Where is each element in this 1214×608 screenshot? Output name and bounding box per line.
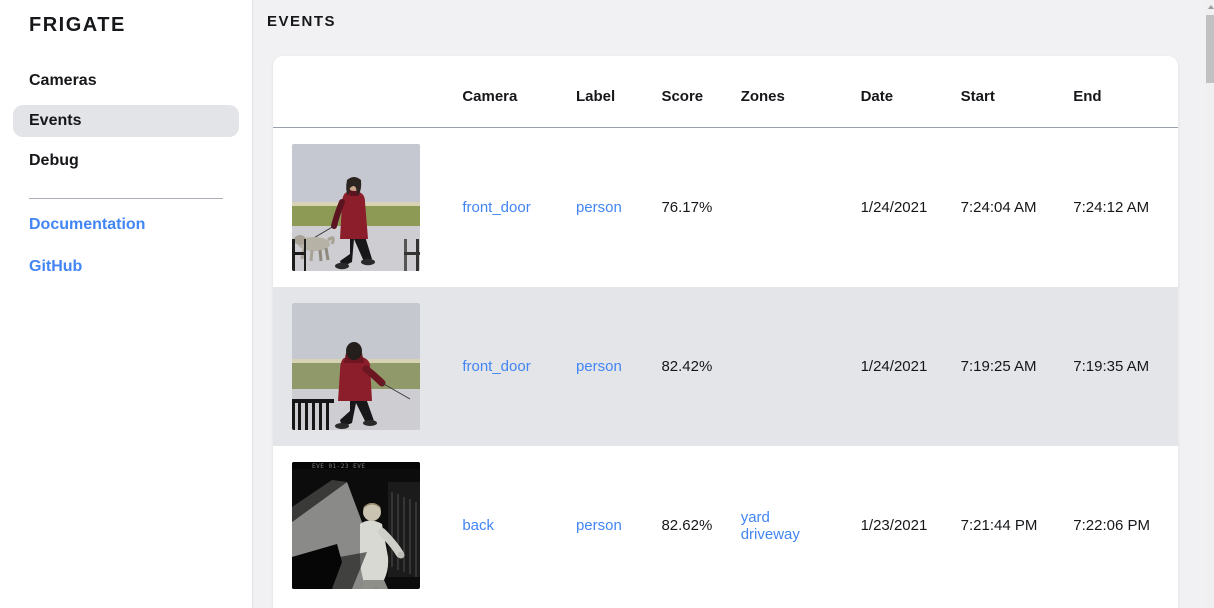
svg-text:EVE 01-23 EVE: EVE 01-23 EVE	[312, 463, 365, 470]
